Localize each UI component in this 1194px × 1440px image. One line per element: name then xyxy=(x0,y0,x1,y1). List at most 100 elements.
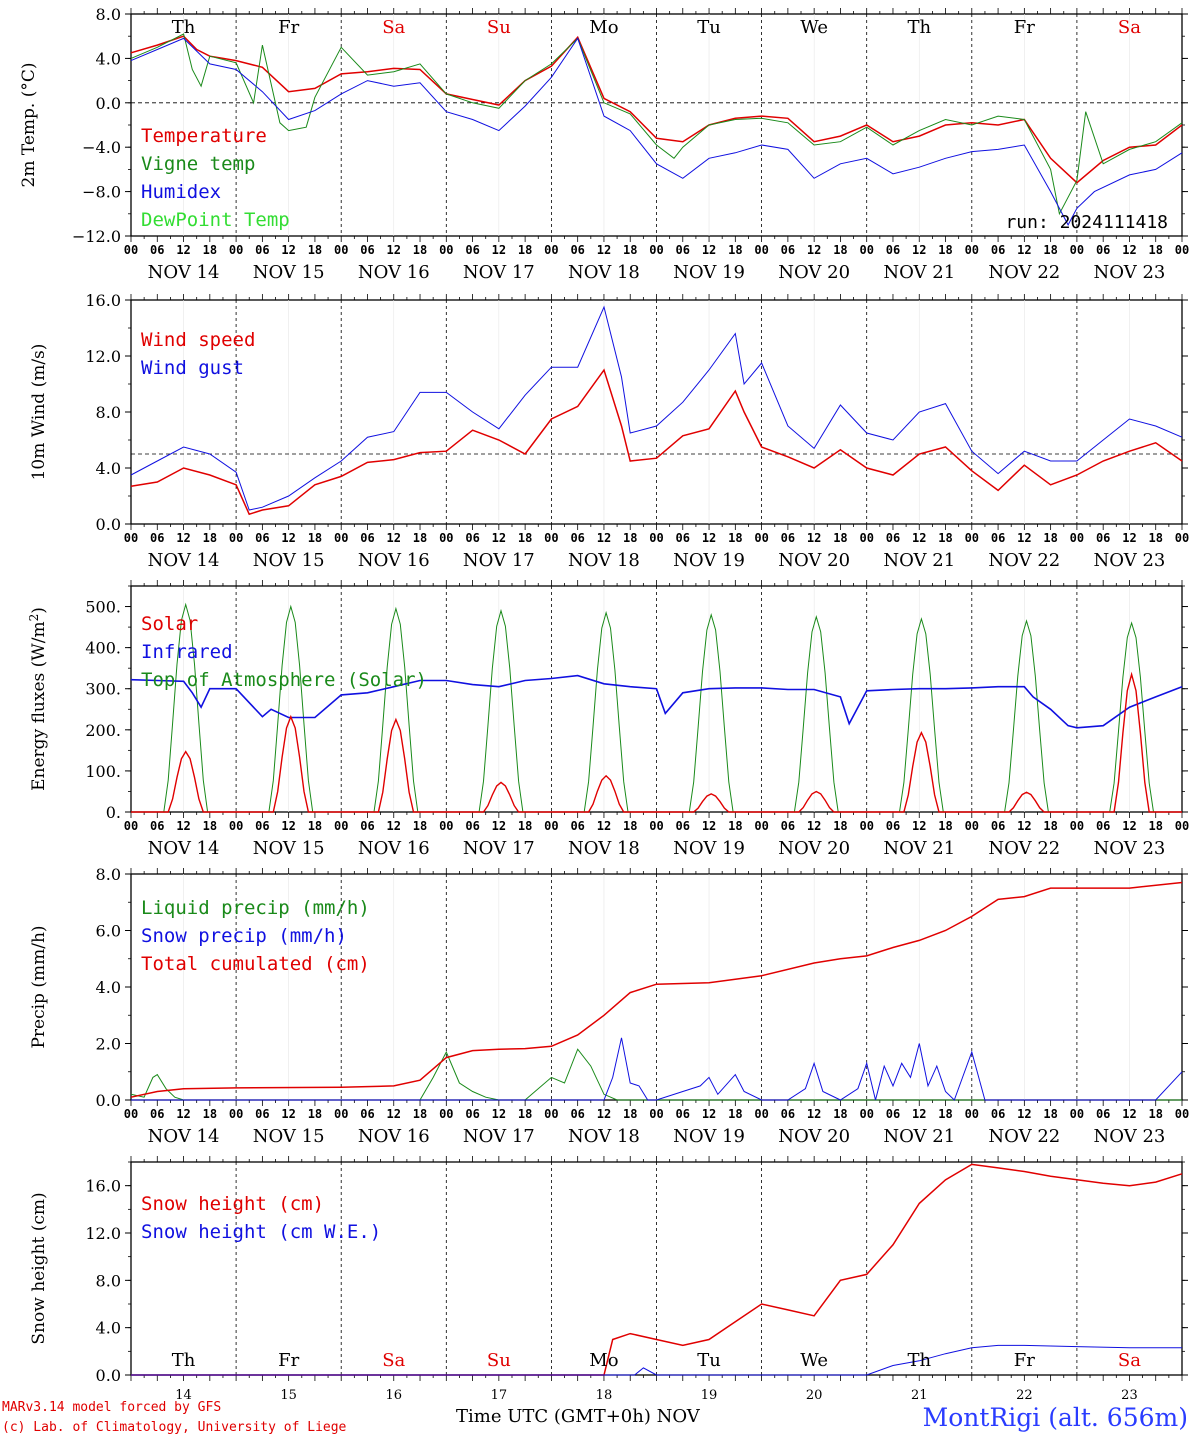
y-tick-label: 8.0 xyxy=(96,865,121,884)
x-date-label: NOV 20 xyxy=(778,1126,850,1147)
legend-entry: Liquid precip (mm/h) xyxy=(141,897,370,919)
x-hour-label: 00 xyxy=(124,243,138,257)
x-hour-label: 18 xyxy=(518,531,532,545)
x-hour-label: 00 xyxy=(754,819,768,833)
y-tick-label: 2.0 xyxy=(96,1035,121,1054)
y-tick-label: 4.0 xyxy=(96,459,121,478)
day-number-label: 16 xyxy=(385,1388,402,1403)
x-hour-label: 06 xyxy=(570,819,584,833)
day-number-label: 14 xyxy=(175,1388,192,1403)
x-hour-label: 00 xyxy=(334,1107,348,1121)
y-axis-label: 2m Temp. (°C) xyxy=(19,62,39,187)
weekday-label-top: Tu xyxy=(697,17,721,38)
y-tick-label: 500. xyxy=(85,598,121,617)
weekday-label-top: Th xyxy=(907,17,931,38)
x-hour-label: 06 xyxy=(360,243,374,257)
x-hour-label: 06 xyxy=(886,1107,900,1121)
y-tick-label: 4.0 xyxy=(96,1319,121,1338)
x-date-label: NOV 22 xyxy=(988,262,1060,283)
x-hour-label: 18 xyxy=(833,243,847,257)
weekday-label-bottom: We xyxy=(800,1350,828,1371)
legend-entry: Wind gust xyxy=(141,357,244,379)
x-hour-label: 18 xyxy=(938,1107,952,1121)
x-date-label: NOV 20 xyxy=(778,262,850,283)
x-hour-label: 06 xyxy=(781,819,795,833)
x-hour-label: 06 xyxy=(360,1107,374,1121)
x-date-label: NOV 16 xyxy=(358,1126,430,1147)
x-date-label: NOV 14 xyxy=(148,1126,220,1147)
x-hour-label: 06 xyxy=(886,531,900,545)
x-date-label: NOV 21 xyxy=(883,550,955,571)
legend-entry: DewPoint Temp xyxy=(141,209,290,231)
x-hour-label: 00 xyxy=(124,819,138,833)
x-hour-label: 00 xyxy=(439,531,453,545)
x-hour-label: 18 xyxy=(413,819,427,833)
x-hour-label: 06 xyxy=(150,243,164,257)
series-line-liquid-precip-mm-h- xyxy=(130,1048,1182,1101)
x-hour-label: 06 xyxy=(360,819,374,833)
x-hour-label: 12 xyxy=(912,243,926,257)
series-line-total-cumulated-cm- xyxy=(130,881,1183,1098)
weekday-label-top: We xyxy=(800,17,828,38)
x-hour-label: 00 xyxy=(1070,819,1084,833)
x-hour-label: 18 xyxy=(938,243,952,257)
x-hour-label: 12 xyxy=(807,531,821,545)
x-hour-label: 00 xyxy=(229,819,243,833)
x-hour-label: 06 xyxy=(255,531,269,545)
x-hour-label: 00 xyxy=(544,531,558,545)
x-hour-label: 00 xyxy=(754,243,768,257)
y-tick-label: 8.0 xyxy=(96,5,121,24)
x-hour-label: 18 xyxy=(1043,531,1057,545)
x-hour-label: 12 xyxy=(1122,243,1136,257)
x-hour-label: 18 xyxy=(413,1107,427,1121)
x-hour-label: 18 xyxy=(1148,1107,1162,1121)
y-tick-label: −8.0 xyxy=(82,183,121,202)
x-hour-label: 12 xyxy=(492,1107,506,1121)
x-hour-label: 00 xyxy=(439,1107,453,1121)
series-line-snow-height-cm-w-e- xyxy=(131,1344,1182,1376)
x-hour-label: 12 xyxy=(1122,1107,1136,1121)
x-hour-label: 18 xyxy=(1148,819,1162,833)
x-hour-label: 12 xyxy=(281,819,295,833)
legend-entry: Snow height (cm W.E.) xyxy=(141,1221,381,1243)
x-hour-label: 00 xyxy=(1070,531,1084,545)
x-hour-label: 00 xyxy=(754,531,768,545)
x-hour-label: 06 xyxy=(255,819,269,833)
x-hour-label: 00 xyxy=(439,243,453,257)
legend-entry: Vigne temp xyxy=(141,153,255,175)
x-hour-label: 18 xyxy=(833,1107,847,1121)
x-hour-label: 12 xyxy=(387,1107,401,1121)
y-axis-label: 10m Wind (m/s) xyxy=(29,344,49,481)
x-hour-label: 00 xyxy=(649,531,663,545)
x-hour-label: 12 xyxy=(702,531,716,545)
x-hour-label: 06 xyxy=(465,531,479,545)
x-hour-label: 00 xyxy=(334,819,348,833)
x-hour-label: 06 xyxy=(465,819,479,833)
x-hour-label: 18 xyxy=(623,243,637,257)
x-date-label: NOV 22 xyxy=(988,550,1060,571)
time-axis-title: Time UTC (GMT+0h) NOV xyxy=(456,1406,700,1427)
series-line-wind-speed xyxy=(130,368,1183,516)
x-hour-label: 00 xyxy=(965,819,979,833)
y-axis-label: Snow height (cm) xyxy=(29,1192,49,1344)
x-hour-label: 06 xyxy=(1096,1107,1110,1121)
weekday-label-bottom: Su xyxy=(487,1350,511,1371)
x-hour-label: 06 xyxy=(676,243,690,257)
weekday-label-bottom: Tu xyxy=(697,1350,721,1371)
x-date-label: NOV 19 xyxy=(673,838,745,859)
x-hour-label: 18 xyxy=(308,531,322,545)
x-hour-label: 06 xyxy=(676,531,690,545)
series-line-wind-gust xyxy=(130,305,1183,511)
x-hour-label: 12 xyxy=(176,1107,190,1121)
x-date-label: NOV 18 xyxy=(568,838,640,859)
x-hour-label: 06 xyxy=(150,819,164,833)
x-hour-label: 12 xyxy=(912,819,926,833)
legend-entry: Infrared xyxy=(141,641,233,663)
x-hour-label: 12 xyxy=(387,531,401,545)
weekday-label-top: Th xyxy=(172,17,196,38)
weekday-label-bottom: Sa xyxy=(1118,1350,1141,1371)
x-hour-label: 06 xyxy=(991,531,1005,545)
x-hour-label: 00 xyxy=(965,531,979,545)
weekday-label-bottom: Mo xyxy=(589,1350,618,1371)
x-hour-label: 00 xyxy=(649,1107,663,1121)
